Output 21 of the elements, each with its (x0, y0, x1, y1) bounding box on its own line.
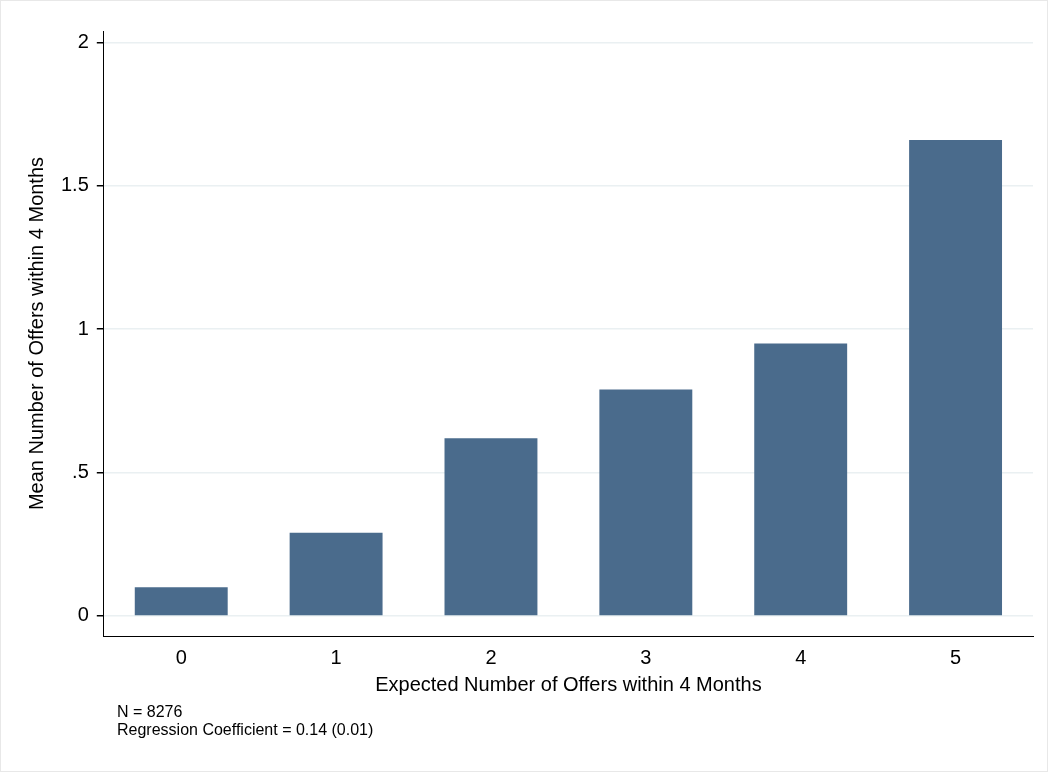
x-tick-label: 2 (485, 645, 497, 668)
text: Regression Coefficient = 0.14 (0.01) (117, 721, 374, 739)
bar (444, 438, 538, 616)
y-tick-label: 2 (77, 29, 89, 52)
bar (289, 532, 383, 616)
y-tick-label: .5 (72, 460, 89, 483)
x-tick-label: 4 (795, 645, 807, 668)
x-tick-label: 0 (175, 645, 187, 668)
bar (134, 587, 228, 616)
y-axis-title: Mean Number of Offers within 4 Months (24, 156, 47, 511)
bar (599, 389, 693, 616)
y-tick-label: 1.5 (60, 173, 89, 196)
x-tick-label: 1 (330, 645, 342, 668)
x-tick-label: 5 (950, 645, 962, 668)
bar (754, 343, 848, 616)
y-tick-label: 1 (77, 316, 89, 339)
y-tick-label: 0 (77, 603, 89, 626)
x-axis-title: Expected Number of Offers within 4 Months (375, 672, 762, 695)
bar (909, 139, 1003, 616)
x-tick-label: 3 (640, 645, 652, 668)
text: N = 8276 (117, 703, 184, 721)
